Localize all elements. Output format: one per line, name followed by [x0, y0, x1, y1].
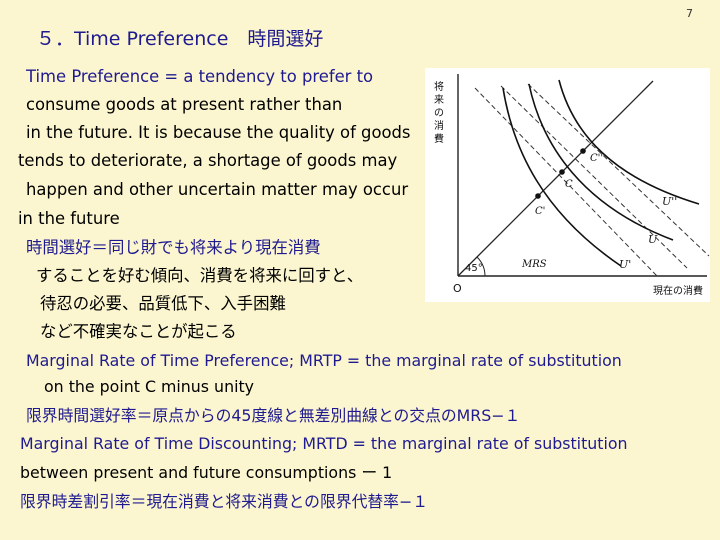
point-c [559, 169, 565, 175]
y-axis-label-char: の [434, 108, 444, 119]
indifference-curve-u-prime [502, 87, 622, 267]
definition-line: happen and other uncertain matter may oc… [26, 180, 409, 199]
mrtp-line: Marginal Rate of Time Preference; MRTP =… [26, 351, 622, 370]
definition-line: tends to deteriorate, a shortage of good… [18, 151, 398, 170]
curve-label: U [648, 233, 658, 246]
mrs-tangent-line [500, 85, 688, 269]
japanese-line: 時間選好＝同じ財でも将来より現在消費 [26, 238, 321, 257]
angle-arc [476, 256, 486, 277]
mrtp-line: on the point C minus unity [44, 377, 255, 396]
point-label: C [565, 179, 573, 190]
point-label: C'' [590, 153, 603, 164]
angle-label: 45° [465, 263, 483, 274]
figure-background [425, 68, 710, 302]
mrtd-line: between present and future consumptions … [20, 463, 393, 482]
mrs-tangent-line [474, 87, 658, 277]
mrtd-japanese: 限界時差割引率＝現在消費と将来消費との限界代替率−１ [20, 492, 429, 511]
origin-label: O [453, 282, 462, 295]
curve-label: U'' [662, 195, 677, 208]
y-axis-label-char: 来 [434, 94, 444, 106]
y-axis-label-char: 消 [434, 119, 444, 132]
mrs-tangent-line [527, 83, 710, 257]
definition-line: Time Preference = a tendency to prefer t… [26, 67, 374, 86]
japanese-line: することを好む傾向、消費を将来に回すと、 [36, 266, 364, 285]
slide-title: ５．Time Preference 時間選好 [36, 28, 324, 50]
page-number: 7 [686, 7, 693, 20]
point-c-prime [535, 193, 541, 199]
definition-line: consume goods at present rather than [26, 95, 343, 114]
45-degree-line [457, 80, 654, 277]
japanese-line: 待忍の必要、品質低下、入手困難 [40, 294, 286, 313]
indifference-curve-u-double-prime [558, 79, 700, 205]
mrs-label: MRS [521, 259, 547, 270]
indifference-curve-figure: 将 来 の 消 費 45° C'' C C' U'' U U' MRS [425, 68, 710, 302]
y-axis-label-char: 費 [434, 132, 444, 145]
mrtd-line: Marginal Rate of Time Discounting; MRTD … [20, 434, 628, 453]
indifference-curve-u [528, 83, 674, 241]
definition-line: in the future. It is because the quality… [26, 123, 411, 142]
japanese-line: など不確実なことが起こる [40, 322, 237, 341]
x-axis-label: 現在の消費 [653, 284, 703, 297]
point-c-double-prime [580, 148, 586, 154]
y-axis-label-char: 将 [434, 81, 444, 93]
mrtp-japanese: 限界時間選好率＝原点からの45度線と無差別曲線との交点のMRS−１ [26, 406, 521, 425]
point-label: C' [535, 206, 545, 217]
curve-label: U' [619, 258, 631, 271]
definition-line: in the future [18, 209, 120, 228]
